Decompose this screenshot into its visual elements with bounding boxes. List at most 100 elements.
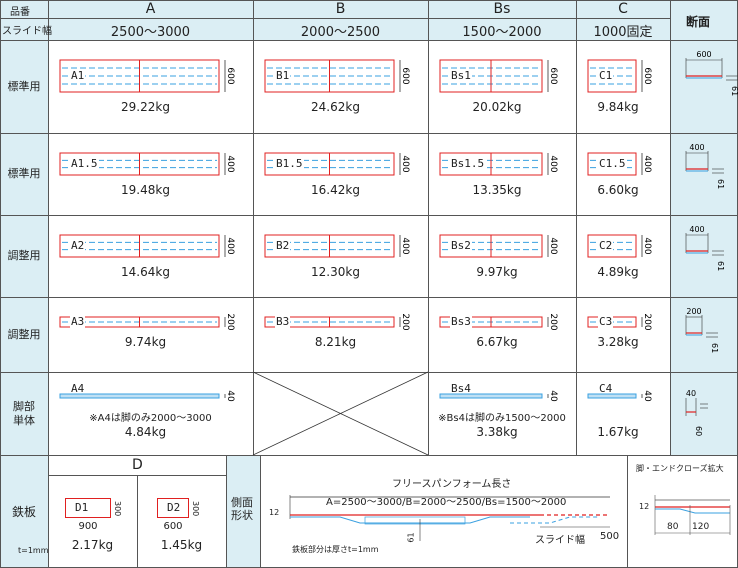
grid-line [226, 455, 227, 568]
panel-height-label: 600 [400, 67, 410, 84]
panel-code-A1: A1 [70, 69, 86, 82]
panel-drawing-A1: 600 [59, 59, 235, 93]
panel-code-A1.5: A1.5 [70, 157, 99, 170]
panel-code-C2: C2 [598, 239, 614, 252]
panel-weight-A1.5: 19.48kg [121, 183, 170, 197]
empty-cell-cross [252, 371, 429, 456]
section-width-label: 400 [689, 143, 704, 152]
panel-height-label: 600 [642, 67, 652, 84]
row-label-line: 調整用 [7, 249, 41, 262]
section-drawing-3: 200 61 [685, 307, 719, 353]
panel-weight-A1: 29.22kg [121, 100, 170, 114]
panel-height-label: 200 [548, 313, 558, 330]
grid-line [0, 0, 1, 568]
plate-group-d: D [132, 457, 143, 473]
row-label-line: 標準用 [7, 167, 41, 180]
row-label-line: 標準用 [7, 79, 41, 93]
grid-line [0, 297, 738, 298]
row-label-2: 調整用 [0, 249, 48, 263]
row-label-line: 調整用 [7, 327, 41, 341]
row-label-line: 単体 [13, 413, 35, 427]
side-label: 側面 形状 [231, 496, 253, 522]
grid-line [0, 133, 738, 134]
panel-height-label: 600 [548, 67, 558, 84]
panel-height-label: 400 [642, 155, 652, 172]
zoom-diagram [654, 495, 731, 535]
plate-height-D1: 300 [113, 501, 122, 517]
grid-line [0, 18, 670, 19]
panel-height-label: 40 [225, 390, 235, 402]
panel-note-A4: ※A4は脚のみ2000〜3000 [89, 413, 212, 424]
side-title: フリースパンフォーム長さ [392, 479, 512, 490]
panel-code-Bs1.5: Bs1.5 [450, 157, 486, 170]
row-label-1: 標準用 [0, 167, 48, 181]
panel-weight-C2: 4.89kg [597, 265, 639, 279]
row-label-3: 調整用 [0, 328, 48, 342]
col-code-2: Bs [493, 1, 511, 17]
panel-code-C1.5: C1.5 [598, 157, 627, 170]
section-drawing-2: 400 61 [685, 225, 725, 271]
slide-width-label: スライド幅 [2, 26, 52, 37]
grid-line [0, 0, 738, 1]
section-height-label: 61 [710, 343, 719, 353]
panel-code-Bs2: Bs2 [450, 239, 472, 252]
panel-code-B2: B2 [275, 239, 291, 252]
grid-line [670, 0, 671, 455]
plate-width-D2: 600 [163, 521, 183, 532]
panel-height-label: 200 [225, 313, 235, 330]
panel-drawing-A4: 40 [59, 390, 235, 402]
panel-height-label: 400 [548, 237, 558, 254]
panel-code-B3: B3 [275, 315, 291, 328]
col-code-0: A [145, 1, 156, 17]
section-width-label: 200 [686, 307, 701, 316]
panel-height-label: 40 [642, 390, 652, 402]
side-label-cell [226, 455, 260, 568]
panel-drawing-Bs1.5: 400 [439, 152, 558, 176]
panel-weight-Bs2: 9.97kg [476, 265, 518, 279]
panel-code-Bs1: Bs1 [450, 69, 472, 82]
panel-code-C4: C4 [599, 382, 613, 395]
panel-code-C3: C3 [598, 315, 614, 328]
panel-height-label: 400 [548, 155, 558, 172]
panel-weight-Bs1: 20.02kg [472, 100, 522, 114]
grid-line [627, 455, 628, 568]
grid-line [0, 40, 738, 41]
panel-code-A4: A4 [71, 382, 85, 395]
plate-label: 鉄板 [12, 505, 37, 519]
panel-code-A2: A2 [70, 239, 86, 252]
panel-height-label: 400 [225, 237, 235, 254]
panel-weight-A2: 14.64kg [121, 265, 170, 279]
col-range-2: 1500〜2000 [462, 25, 542, 40]
section-drawing-1: 400 61 [685, 143, 725, 189]
hinban-label: 品番 [10, 7, 30, 18]
panel-note-Bs4: ※Bs4は脚のみ1500〜2000 [438, 413, 566, 424]
panel-height-label: 200 [642, 313, 652, 330]
panel-weight-Bs3: 6.67kg [476, 335, 518, 349]
section-height-label: 61 [716, 261, 725, 271]
plate-weight-D1: 2.17kg [71, 538, 114, 552]
panel-height-label: 200 [400, 313, 410, 330]
zoom-title: 脚・エンドクローズ拡大 [636, 464, 724, 473]
col-range-0: 2500〜3000 [110, 25, 191, 40]
side-label-1: 側面 [231, 496, 253, 509]
panel-code-Bs3: Bs3 [450, 315, 472, 328]
panel-drawing-C4: 40 [587, 390, 652, 402]
panel-drawing-A2: 400 [59, 234, 235, 258]
plate-height-D2: 300 [191, 501, 200, 517]
section-height-label: 60 [694, 426, 703, 436]
panel-weight-C1: 9.84kg [597, 100, 639, 114]
panel-code-B1: B1 [275, 69, 291, 82]
side-h12: 12 [269, 508, 280, 517]
panel-weight-A3: 9.74kg [124, 335, 167, 349]
grid-line [260, 455, 261, 568]
row-label-column [0, 40, 48, 568]
panel-weight-B3: 8.21kg [314, 335, 357, 349]
col-code-3: C [618, 1, 628, 17]
col-range-1: 2000〜2500 [300, 25, 381, 40]
panel-drawing-Bs1: 600 [439, 59, 558, 93]
panel-weight-B2: 12.30kg [311, 265, 360, 279]
grid-line [48, 475, 226, 476]
panel-weight-C3: 3.28kg [597, 335, 639, 349]
panel-weight-C1.5: 6.60kg [597, 183, 639, 197]
side-formula: A=2500〜3000/B=2000〜2500/Bs=1500〜2000 [326, 497, 567, 508]
